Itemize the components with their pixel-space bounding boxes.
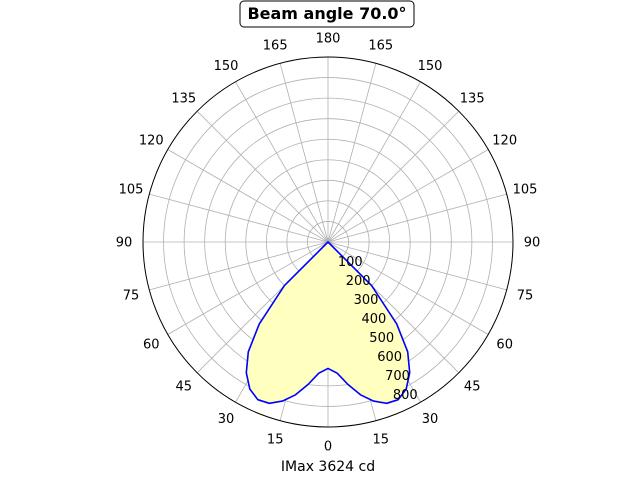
radial-tick-label: 800 [393, 388, 418, 403]
series-line [245, 241, 411, 405]
axis-layer [142, 56, 514, 428]
angle-gridline [327, 241, 489, 335]
angle-tick-label: 45 [464, 380, 481, 395]
radial-tick-label: 400 [362, 312, 387, 327]
x-axis-label: IMax 3624 cd [281, 459, 375, 475]
angle-gridline [327, 193, 507, 243]
angle-tick-label: 45 [176, 380, 193, 395]
angle-tick-label: 75 [123, 288, 140, 303]
angle-gridline [149, 193, 329, 243]
angle-tick-label: 180 [316, 32, 341, 47]
angle-tick-label: 15 [373, 433, 390, 448]
chart-title: Beam angle 70.0° [247, 4, 406, 23]
angle-gridline [235, 81, 329, 243]
angle-tick-label: 150 [418, 59, 443, 74]
angle-gridline [149, 241, 329, 291]
radial-tick-label: 200 [346, 274, 371, 289]
series-layer [245, 241, 411, 405]
radial-tick-label: 600 [377, 350, 402, 365]
angle-tick-label: 120 [492, 134, 517, 149]
angle-tick-label: 105 [119, 183, 144, 198]
radial-tick-label: 100 [338, 255, 363, 270]
angle-gridline [327, 81, 421, 243]
angle-tick-label: 135 [460, 91, 485, 106]
angle-tick-label: 30 [422, 412, 439, 427]
angle-tick-label: 0 [324, 440, 332, 455]
polar-frame [142, 56, 514, 428]
angle-tick-label: 90 [524, 236, 541, 251]
angle-tick-label: 60 [143, 338, 160, 353]
angle-tick-label: 90 [116, 236, 133, 251]
angle-tick-label: 30 [218, 412, 235, 427]
radial-tick-label: 500 [369, 331, 394, 346]
chart-title-group: Beam angle 70.0° [239, 0, 415, 28]
angle-tick-label: 105 [513, 183, 538, 198]
angle-gridline [196, 110, 329, 243]
angle-gridline [327, 110, 460, 243]
angle-gridline [327, 63, 377, 243]
angle-tick-label: 15 [267, 433, 284, 448]
radial-tick-label: 700 [385, 369, 410, 384]
series-fill [246, 242, 410, 404]
chart-title-box [239, 0, 415, 28]
angle-gridline [279, 63, 329, 243]
angle-tick-label: 60 [496, 338, 513, 353]
angle-tick-label: 165 [263, 39, 288, 54]
angle-tick-label: 120 [139, 134, 164, 149]
radial-tick-label: 300 [354, 293, 379, 308]
angle-tick-label: 75 [517, 288, 534, 303]
angle-tick-label: 165 [368, 39, 393, 54]
radial-gridline [183, 97, 473, 387]
angle-gridline [327, 149, 489, 243]
angle-gridline [327, 241, 507, 291]
angle-gridline [167, 149, 329, 243]
radial-gridline [163, 77, 493, 407]
angle-tick-label: 150 [214, 59, 239, 74]
angle-tick-label: 135 [171, 91, 196, 106]
ticks-layer: 0 15 30 45 60 75 90 105 120 135 150 165 180 165 150 135… [116, 32, 541, 455]
angle-gridline [167, 241, 329, 335]
